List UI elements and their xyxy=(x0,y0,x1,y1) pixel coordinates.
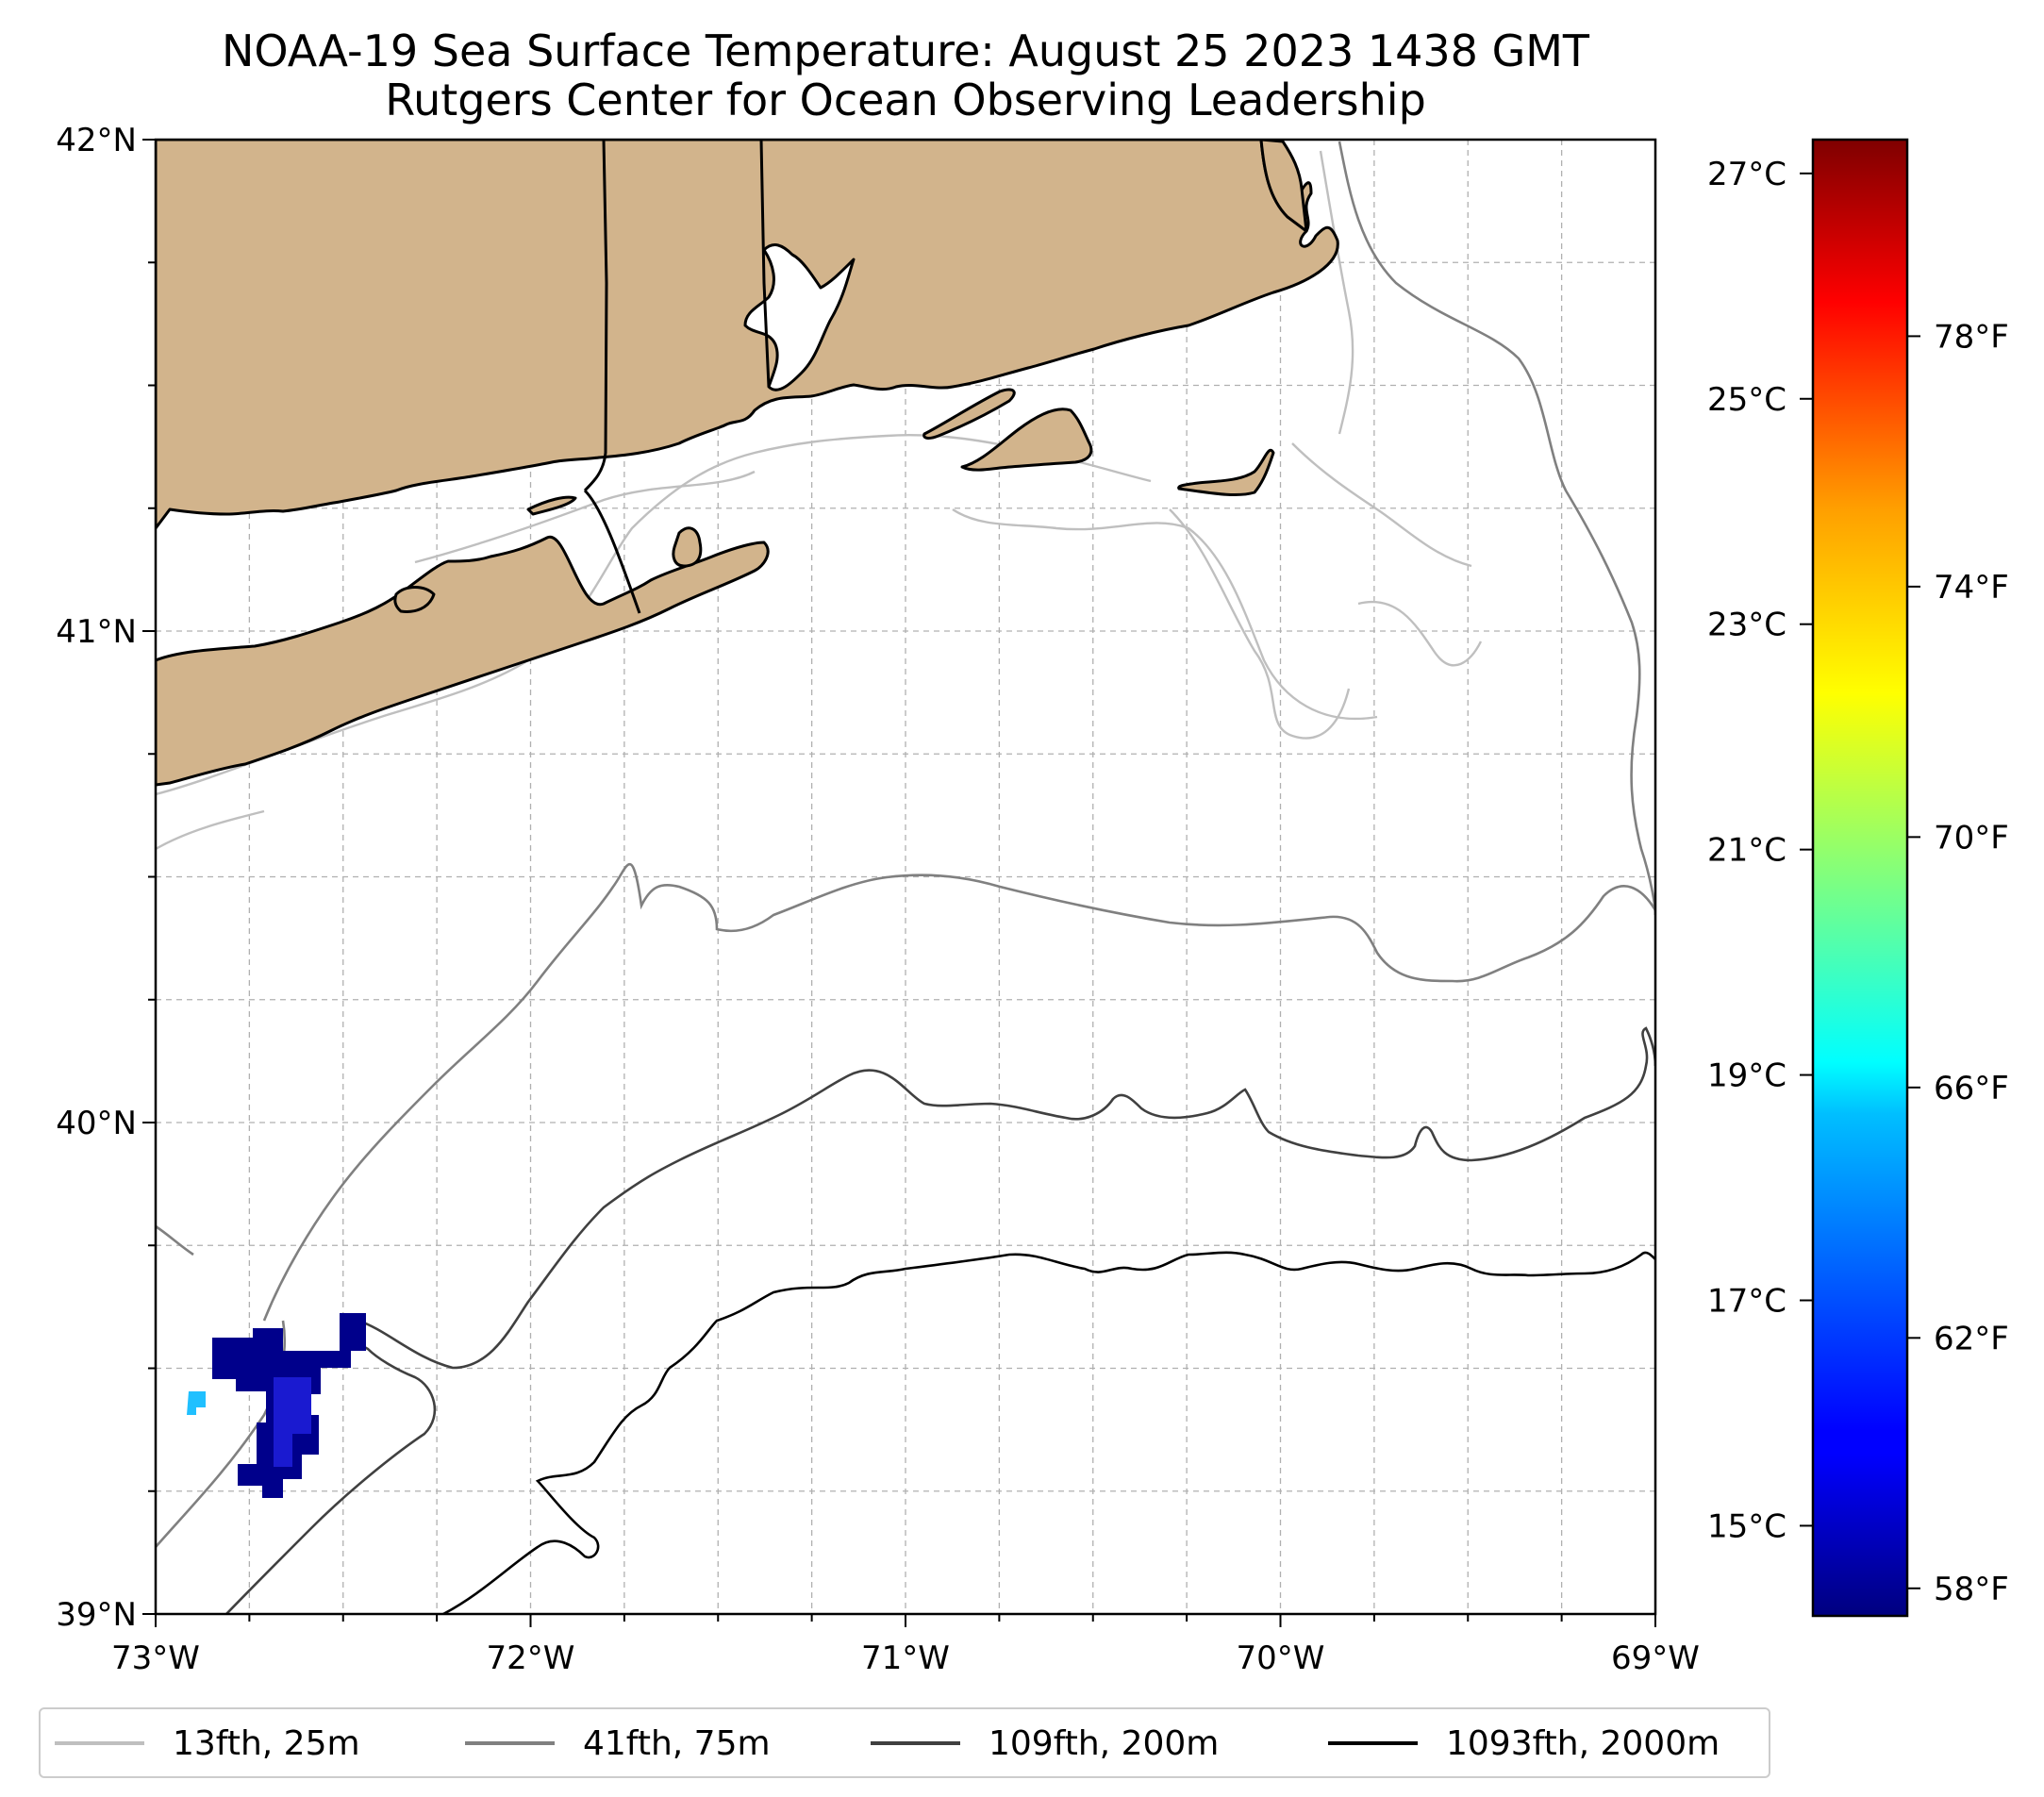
sst-patch-mid xyxy=(274,1377,311,1467)
colorbar xyxy=(1811,138,1909,1618)
celsius-tick-label: 17°C xyxy=(1707,1282,1786,1320)
legend-label-25m: 13fth, 25m xyxy=(173,1723,360,1763)
y-tick-label: 42°N xyxy=(56,122,137,159)
title-line-1: NOAA-19 Sea Surface Temperature: August … xyxy=(221,25,1589,76)
colorbar-celsius-ticks: 15°C 17°C 19°C 21°C 23°C 25°C 27°C xyxy=(1707,156,1813,1545)
isobath-2000m xyxy=(442,1251,1655,1614)
legend-entry-200m: 109fth, 200m xyxy=(871,1722,1219,1764)
fahrenheit-tick-label: 62°F xyxy=(1934,1320,2009,1357)
legend-label-200m: 109fth, 200m xyxy=(989,1723,1220,1763)
block-island xyxy=(672,526,703,568)
y-tick-label: 39°N xyxy=(56,1596,137,1634)
x-axis-ticks: 73°W 72°W 71°W 70°W 69°W xyxy=(111,1614,1700,1677)
isobath-75m xyxy=(156,141,1655,1548)
colorbar-fahrenheit-ticks: 58°F 62°F 66°F 70°F 74°F 78°F xyxy=(1907,318,2009,1608)
y-axis-ticks: 39°N 40°N 41°N 42°N xyxy=(56,122,156,1634)
x-tick-label: 71°W xyxy=(861,1639,950,1677)
celsius-tick-label: 21°C xyxy=(1707,832,1786,870)
sst-patch xyxy=(187,1313,366,1498)
fahrenheit-tick-label: 78°F xyxy=(1934,318,2009,356)
isobath-legend: 13fth, 25m 41fth, 75m 109fth, 200m 1093f… xyxy=(39,1707,1770,1778)
land xyxy=(156,140,1339,787)
celsius-tick-label: 23°C xyxy=(1707,607,1786,644)
gardiners-island xyxy=(393,586,436,613)
celsius-tick-label: 27°C xyxy=(1707,156,1786,193)
legend-swatch-25m xyxy=(55,1741,144,1745)
celsius-tick-label: 25°C xyxy=(1707,381,1786,419)
legend-label-75m: 41fth, 75m xyxy=(583,1723,771,1763)
elizabeth-islands xyxy=(922,388,1016,440)
legend-entry-75m: 41fth, 75m xyxy=(465,1722,771,1764)
title-line-2: Rutgers Center for Ocean Observing Leade… xyxy=(385,75,1426,125)
nantucket xyxy=(1177,449,1275,497)
x-tick-label: 73°W xyxy=(111,1639,200,1677)
fahrenheit-tick-label: 74°F xyxy=(1934,569,2009,607)
celsius-tick-label: 15°C xyxy=(1707,1507,1786,1545)
legend-swatch-75m xyxy=(465,1741,555,1745)
mainland-new-england xyxy=(156,140,1339,530)
x-tick-label: 70°W xyxy=(1237,1639,1325,1677)
fishers-island xyxy=(526,495,577,516)
state-borders xyxy=(583,140,771,614)
legend-entry-2000m: 1093fth, 2000m xyxy=(1328,1722,1720,1764)
sst-patch-edge xyxy=(187,1391,206,1415)
x-tick-label: 69°W xyxy=(1611,1639,1700,1677)
y-tick-label: 41°N xyxy=(56,613,137,651)
legend-label-2000m: 1093fth, 2000m xyxy=(1446,1723,1720,1763)
y-tick-label: 40°N xyxy=(56,1105,137,1142)
celsius-tick-label: 19°C xyxy=(1707,1057,1786,1095)
fahrenheit-tick-label: 58°F xyxy=(1934,1571,2009,1608)
legend-entry-25m: 13fth, 25m xyxy=(55,1722,360,1764)
marthas-vineyard xyxy=(960,408,1093,472)
narragansett-bay xyxy=(743,243,856,391)
fahrenheit-tick-label: 70°F xyxy=(1934,819,2009,857)
x-tick-label: 72°W xyxy=(487,1639,575,1677)
legend-swatch-2000m xyxy=(1328,1741,1418,1745)
legend-swatch-200m xyxy=(871,1741,960,1745)
fahrenheit-tick-label: 66°F xyxy=(1934,1070,2009,1107)
